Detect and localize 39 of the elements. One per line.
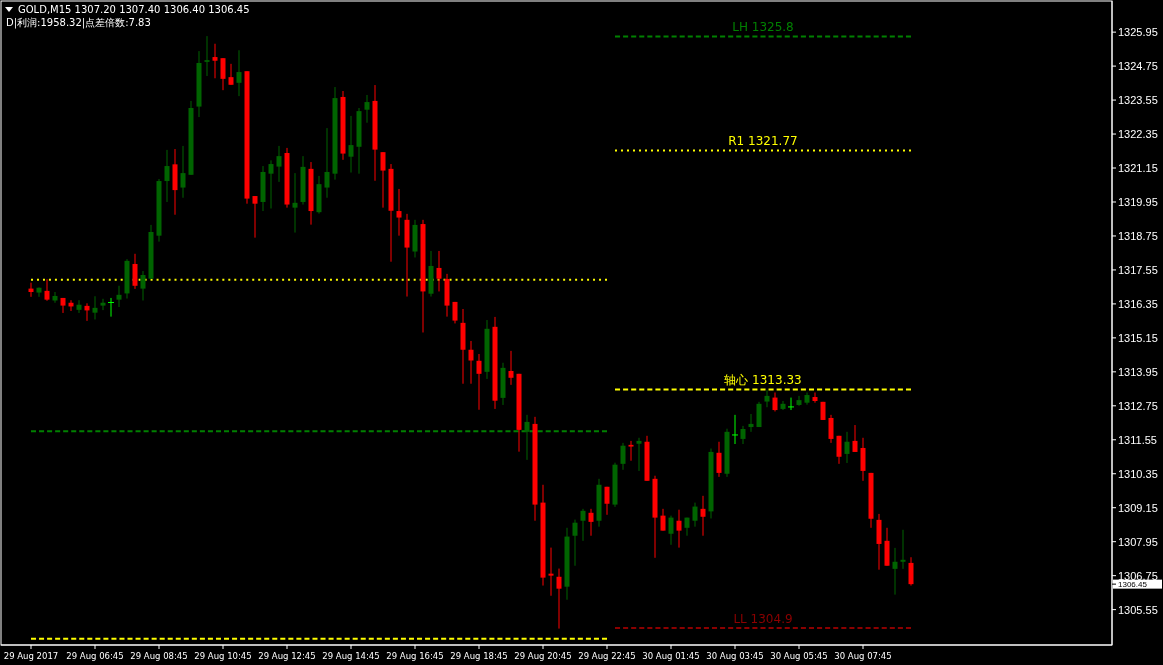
x-tick-label: 30 Aug 03:45 (706, 651, 764, 661)
y-tick-label: 1309.15 (1118, 501, 1158, 514)
chart-title: GOLD,M15 1307.20 1307.40 1306.40 1306.45 (18, 4, 250, 15)
x-tick-label: 29 Aug 16:45 (386, 651, 444, 661)
x-tick-label: 30 Aug 01:45 (642, 651, 700, 661)
y-tick-label: 1315.15 (1118, 331, 1158, 344)
y-tick-label: 1322.35 (1118, 128, 1158, 141)
x-tick-label: 29 Aug 18:45 (450, 651, 508, 661)
y-tick-label: 1321.15 (1118, 162, 1158, 175)
y-tick-label: 1312.75 (1118, 399, 1158, 412)
x-tick-label: 30 Aug 05:45 (770, 651, 828, 661)
x-tick-label: 29 Aug 2017 (3, 651, 59, 661)
text: D|利润:1958.32|点差倍数:7.83 (6, 17, 151, 29)
x-tick-label: 29 Aug 12:45 (258, 651, 316, 661)
y-tick-label: 1317.55 (1118, 263, 1158, 276)
x-tick-label: 29 Aug 14:45 (322, 651, 380, 661)
series-label: 轴心 1313.33 (724, 373, 802, 388)
y-tick-label: 1325.95 (1118, 26, 1158, 39)
y-tick-label: 1323.55 (1118, 94, 1158, 107)
y-tick-label: 1310.35 (1118, 467, 1158, 480)
series-label: R1 1321.77 (728, 134, 798, 149)
y-tick-label: 1324.75 (1118, 60, 1158, 73)
series-label: LH 1325.8 (732, 20, 794, 35)
y-tick-label: 1311.55 (1118, 433, 1157, 446)
y-tick-label: 1318.75 (1118, 229, 1158, 242)
x-tick-label: 29 Aug 10:45 (194, 651, 252, 661)
y-tick-label: 1313.95 (1118, 365, 1158, 378)
y-tick-label: 1305.55 (1118, 603, 1158, 616)
x-tick-label: 29 Aug 22:45 (578, 651, 636, 661)
y-tick-label: 1306.75 (1118, 569, 1158, 582)
x-tick-label: 30 Aug 07:45 (834, 651, 892, 661)
y-tick-label: 1307.95 (1118, 535, 1158, 548)
series-label: LL 1304.9 (733, 612, 793, 627)
y-tick-label: 1319.95 (1118, 195, 1158, 208)
x-tick-label: 29 Aug 20:45 (514, 651, 572, 661)
y-tick-label: 1306.45 (1118, 579, 1148, 589)
x-tick-label: 29 Aug 08:45 (130, 651, 188, 661)
x-tick-label: 29 Aug 06:45 (66, 651, 124, 661)
y-tick-label: 1316.35 (1118, 297, 1158, 310)
